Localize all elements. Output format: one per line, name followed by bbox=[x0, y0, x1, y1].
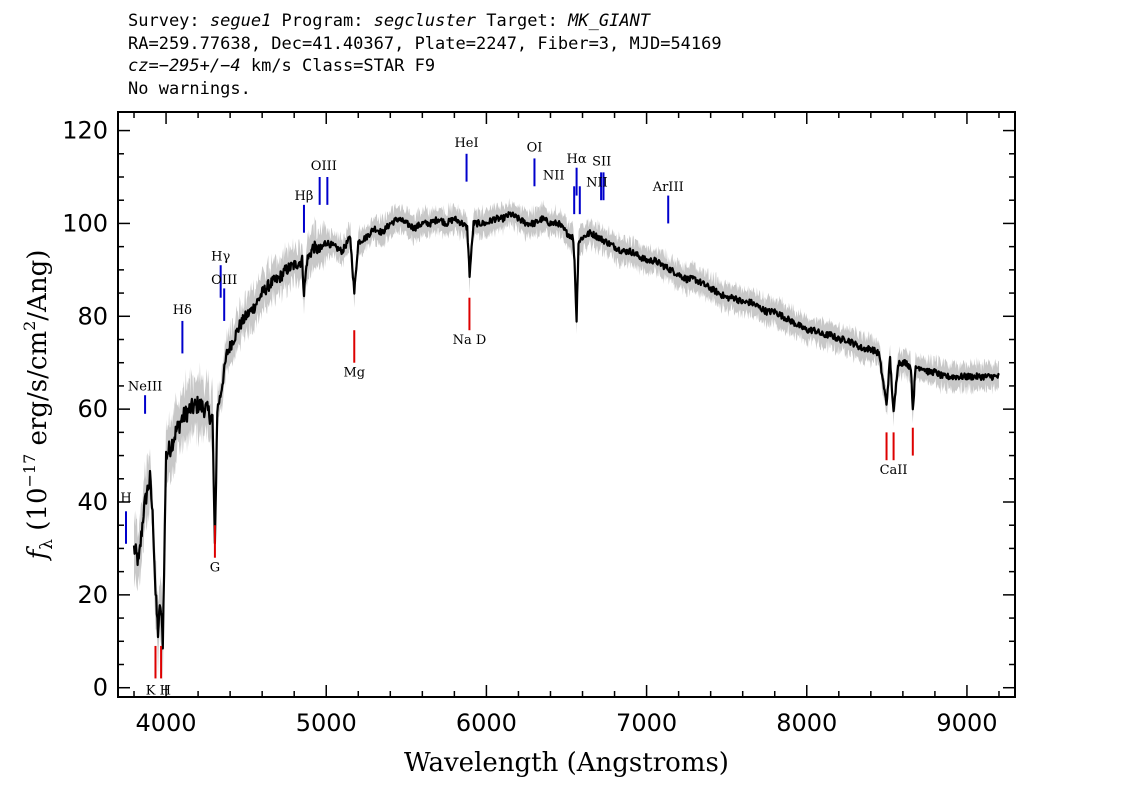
target-value: MK_GIANT bbox=[568, 11, 651, 31]
redshift-value: cz=−295+/−4 bbox=[128, 56, 241, 76]
y-tick-label: 0 bbox=[93, 674, 108, 702]
x-tick-label: 7000 bbox=[616, 709, 677, 737]
y-tick-label: 20 bbox=[77, 581, 108, 609]
spectrum-line bbox=[132, 211, 1000, 650]
error-band bbox=[134, 198, 999, 684]
line-marker-label-0: H bbox=[120, 491, 131, 506]
y-axis-title-sub: λ bbox=[37, 539, 57, 550]
spectrum-header: Survey: segue1 Program: segcluster Targe… bbox=[128, 10, 722, 100]
x-axis-ticks: 4000 5000 6000 7000 8000 9000 bbox=[133, 112, 1000, 737]
y-tick-label: 40 bbox=[77, 488, 108, 516]
line-marker-label-13: SII bbox=[592, 154, 611, 169]
target-label: Target: bbox=[476, 11, 569, 31]
header-line-warnings: No warnings. bbox=[128, 78, 251, 99]
y-tick-label: 100 bbox=[62, 209, 108, 237]
line-marker-label-8: HeI bbox=[454, 136, 478, 151]
header-line-coords: RA=259.77638, Dec=41.40367, Plate=2247, … bbox=[128, 33, 722, 54]
line-marker-label-9: OI bbox=[527, 140, 543, 155]
x-tick-label: 4000 bbox=[136, 709, 197, 737]
line-marker-label-10: NII bbox=[543, 168, 565, 183]
survey-label: Survey: bbox=[128, 11, 210, 31]
header-line-survey: Survey: segue1 Program: segcluster Targe… bbox=[128, 10, 722, 33]
spectrum-layer bbox=[132, 211, 1000, 650]
survey-value: segue1 bbox=[209, 11, 272, 31]
line-marker-label-14: NII bbox=[586, 175, 608, 190]
line-marker-label-22: CaII bbox=[880, 463, 908, 478]
y-axis-ticks: 0 20 40 60 80 100 120 bbox=[62, 117, 1015, 702]
line-marker-label-17: K H bbox=[146, 684, 171, 699]
y-axis-title-exp2: 2 bbox=[20, 321, 39, 331]
class-text: km/s Class=STAR F9 bbox=[240, 56, 436, 76]
x-tick-label: 8000 bbox=[776, 709, 837, 737]
y-axis-title-open: (10 bbox=[23, 487, 53, 539]
x-tick-label: 6000 bbox=[456, 709, 517, 737]
line-marker-label-20: Na D bbox=[453, 333, 487, 348]
x-tick-label: 9000 bbox=[936, 709, 997, 737]
program-label: Program: bbox=[271, 11, 374, 31]
error-band-layer bbox=[134, 198, 999, 684]
x-tick-label: 5000 bbox=[296, 709, 357, 737]
line-marker-label-1: NeIII bbox=[128, 380, 162, 395]
x-axis-title: Wavelength (Angstroms) bbox=[404, 748, 729, 778]
line-marker-label-2: Hδ bbox=[173, 303, 192, 318]
program-value: segcluster bbox=[373, 11, 477, 31]
plot-frame bbox=[117, 111, 1016, 698]
line-marker-label-18: G bbox=[210, 561, 220, 576]
line-marker-label-3: Hγ bbox=[211, 250, 230, 265]
y-axis-title-mid: erg/s/cm bbox=[23, 331, 53, 454]
y-axis-title: fλ (10−17 erg/s/cm2/Ang) bbox=[20, 250, 57, 562]
y-tick-label: 60 bbox=[77, 395, 108, 423]
line-marker-label-19: Mg bbox=[343, 366, 365, 381]
y-tick-label: 80 bbox=[77, 302, 108, 330]
line-marker-label-15: ArIII bbox=[652, 180, 684, 195]
y-axis-title-close: /Ang) bbox=[23, 250, 53, 321]
line-marker-label-5: Hβ bbox=[295, 189, 314, 204]
line-marker-label-6: OIII bbox=[311, 159, 337, 174]
y-axis-title-exp1: −17 bbox=[20, 454, 39, 488]
header-line-redshift: cz=−295+/−4 km/s Class=STAR F9 bbox=[128, 55, 722, 78]
y-tick-label: 120 bbox=[62, 117, 108, 145]
line-marker-label-11: Hα bbox=[567, 152, 587, 167]
line-marker-label-4: OIII bbox=[211, 273, 237, 288]
